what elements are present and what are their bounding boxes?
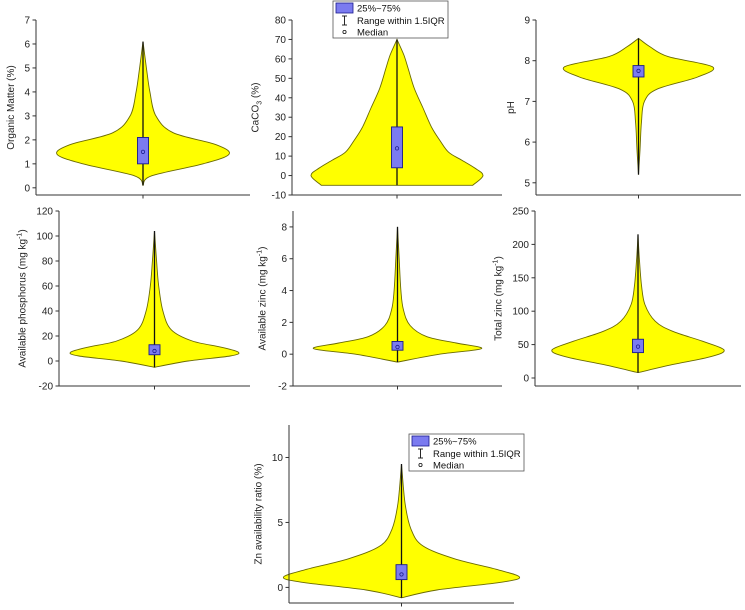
y-tick-label: 20 [275, 132, 287, 143]
chart-panel-5: -2 0 2 4 6 8 Available zinc (mg kg-1) [256, 211, 502, 393]
y-tick-label: 7 [524, 97, 530, 108]
iqr-box [395, 564, 408, 581]
y-tick-label: 100 [512, 307, 529, 318]
chart-panel-1: 0 1 2 3 4 5 6 7 Organic Matter (%) [6, 16, 250, 199]
y-tick-label: 50 [518, 340, 530, 351]
y-tick-label: 30 [275, 113, 287, 124]
y-tick-label: -2 [278, 382, 287, 393]
median-marker [395, 344, 400, 350]
y-axis-label: Available zinc (mg kg-1) [256, 247, 268, 351]
median-marker [152, 348, 157, 354]
y-tick-label: 70 [275, 35, 287, 46]
legend-median-label: Median [357, 28, 388, 39]
y-tick-label: 2 [281, 318, 287, 329]
y-tick-label: 80 [42, 257, 54, 268]
y-axis-label: Total zinc (mg kg-1) [493, 256, 505, 341]
y-tick-label: 20 [42, 332, 54, 343]
y-tick-label: 60 [42, 282, 54, 293]
legend-box-swatch [335, 2, 354, 14]
median-marker [636, 68, 641, 73]
iqr-box [137, 137, 149, 165]
y-tick-label: 150 [512, 273, 529, 284]
iqr-box [632, 65, 645, 78]
y-tick-label: -10 [272, 191, 287, 202]
y-tick-label: 6 [524, 138, 530, 149]
y-tick-label: 8 [281, 222, 287, 233]
y-tick-label: 4 [24, 87, 30, 98]
legend-box-swatch [411, 435, 430, 447]
iqr-box [391, 341, 404, 351]
y-tick-label: 100 [36, 232, 53, 243]
y-tick-label: -20 [39, 382, 54, 393]
y-tick-label: 6 [24, 39, 30, 50]
legend-range-label: Range within 1.5IQR [357, 16, 445, 27]
chart-panel-2: -10 0 10 20 30 40 50 60 70 80 CaCO3 (%) 25%~75%Rang… [251, 0, 502, 202]
y-tick-label: 60 [275, 54, 287, 65]
y-tick-label: 120 [36, 207, 53, 218]
y-axis-label: CaCO3 (%) [251, 82, 264, 132]
median-marker [399, 572, 404, 577]
legend-median-label: Median [433, 461, 464, 472]
y-tick-label: 5 [524, 178, 530, 189]
y-axis-label: pH [506, 101, 517, 114]
y-tick-label: 0 [277, 583, 283, 594]
iqr-box [391, 126, 403, 169]
chart-panel-6: 0 50 100 150 200 250 Total zinc (mg kg-1) [493, 207, 741, 390]
y-axis-label: Available phosphorus (mg kg-1) [17, 229, 29, 367]
y-tick-label: 0 [280, 171, 286, 182]
y-tick-label: 0 [47, 357, 53, 368]
y-tick-label: 1 [24, 159, 30, 170]
chart-panel-7: 0 5 10 Zn availability ratio (%) 25%~75%Rang… [253, 425, 525, 607]
y-tick-label: 200 [512, 240, 529, 251]
legend-box-label: 25%~75% [433, 437, 477, 448]
median-marker [635, 344, 641, 349]
y-tick-label: 50 [275, 74, 287, 85]
legend-range-label: Range within 1.5IQR [433, 449, 521, 460]
y-tick-label: 2 [24, 135, 30, 146]
iqr-box [148, 344, 161, 356]
legend-box-label: 25%~75% [357, 4, 401, 15]
y-tick-label: 10 [272, 453, 284, 464]
y-tick-label: 3 [24, 111, 30, 122]
y-tick-label: 7 [24, 16, 30, 27]
y-tick-label: 5 [24, 63, 30, 74]
y-tick-label: 6 [281, 254, 287, 265]
y-axis-label: Organic Matter (%) [6, 65, 17, 149]
iqr-box [632, 338, 644, 354]
y-tick-label: 10 [275, 152, 287, 163]
chart-panel-4: -20 0 20 40 60 80 100 120 Available phosphorus (… [17, 207, 250, 393]
y-tick-label: 5 [277, 518, 283, 529]
legend-median-marker [342, 29, 347, 34]
y-axis-label: Zn availability ratio (%) [253, 463, 264, 564]
y-tick-label: 8 [524, 56, 530, 67]
chart-panel-3: 5 6 7 8 9 pH [506, 16, 741, 199]
y-tick-label: 4 [281, 286, 287, 297]
y-tick-label: 250 [512, 207, 529, 218]
y-tick-label: 40 [275, 93, 287, 104]
legend-median-marker [418, 462, 423, 467]
y-tick-label: 9 [524, 16, 530, 27]
y-tick-label: 0 [281, 350, 287, 361]
y-tick-label: 0 [24, 183, 30, 194]
median-marker [394, 146, 400, 151]
median-marker [140, 149, 146, 154]
y-tick-label: 0 [523, 373, 529, 384]
y-tick-label: 80 [275, 16, 287, 27]
y-tick-label: 40 [42, 307, 54, 318]
